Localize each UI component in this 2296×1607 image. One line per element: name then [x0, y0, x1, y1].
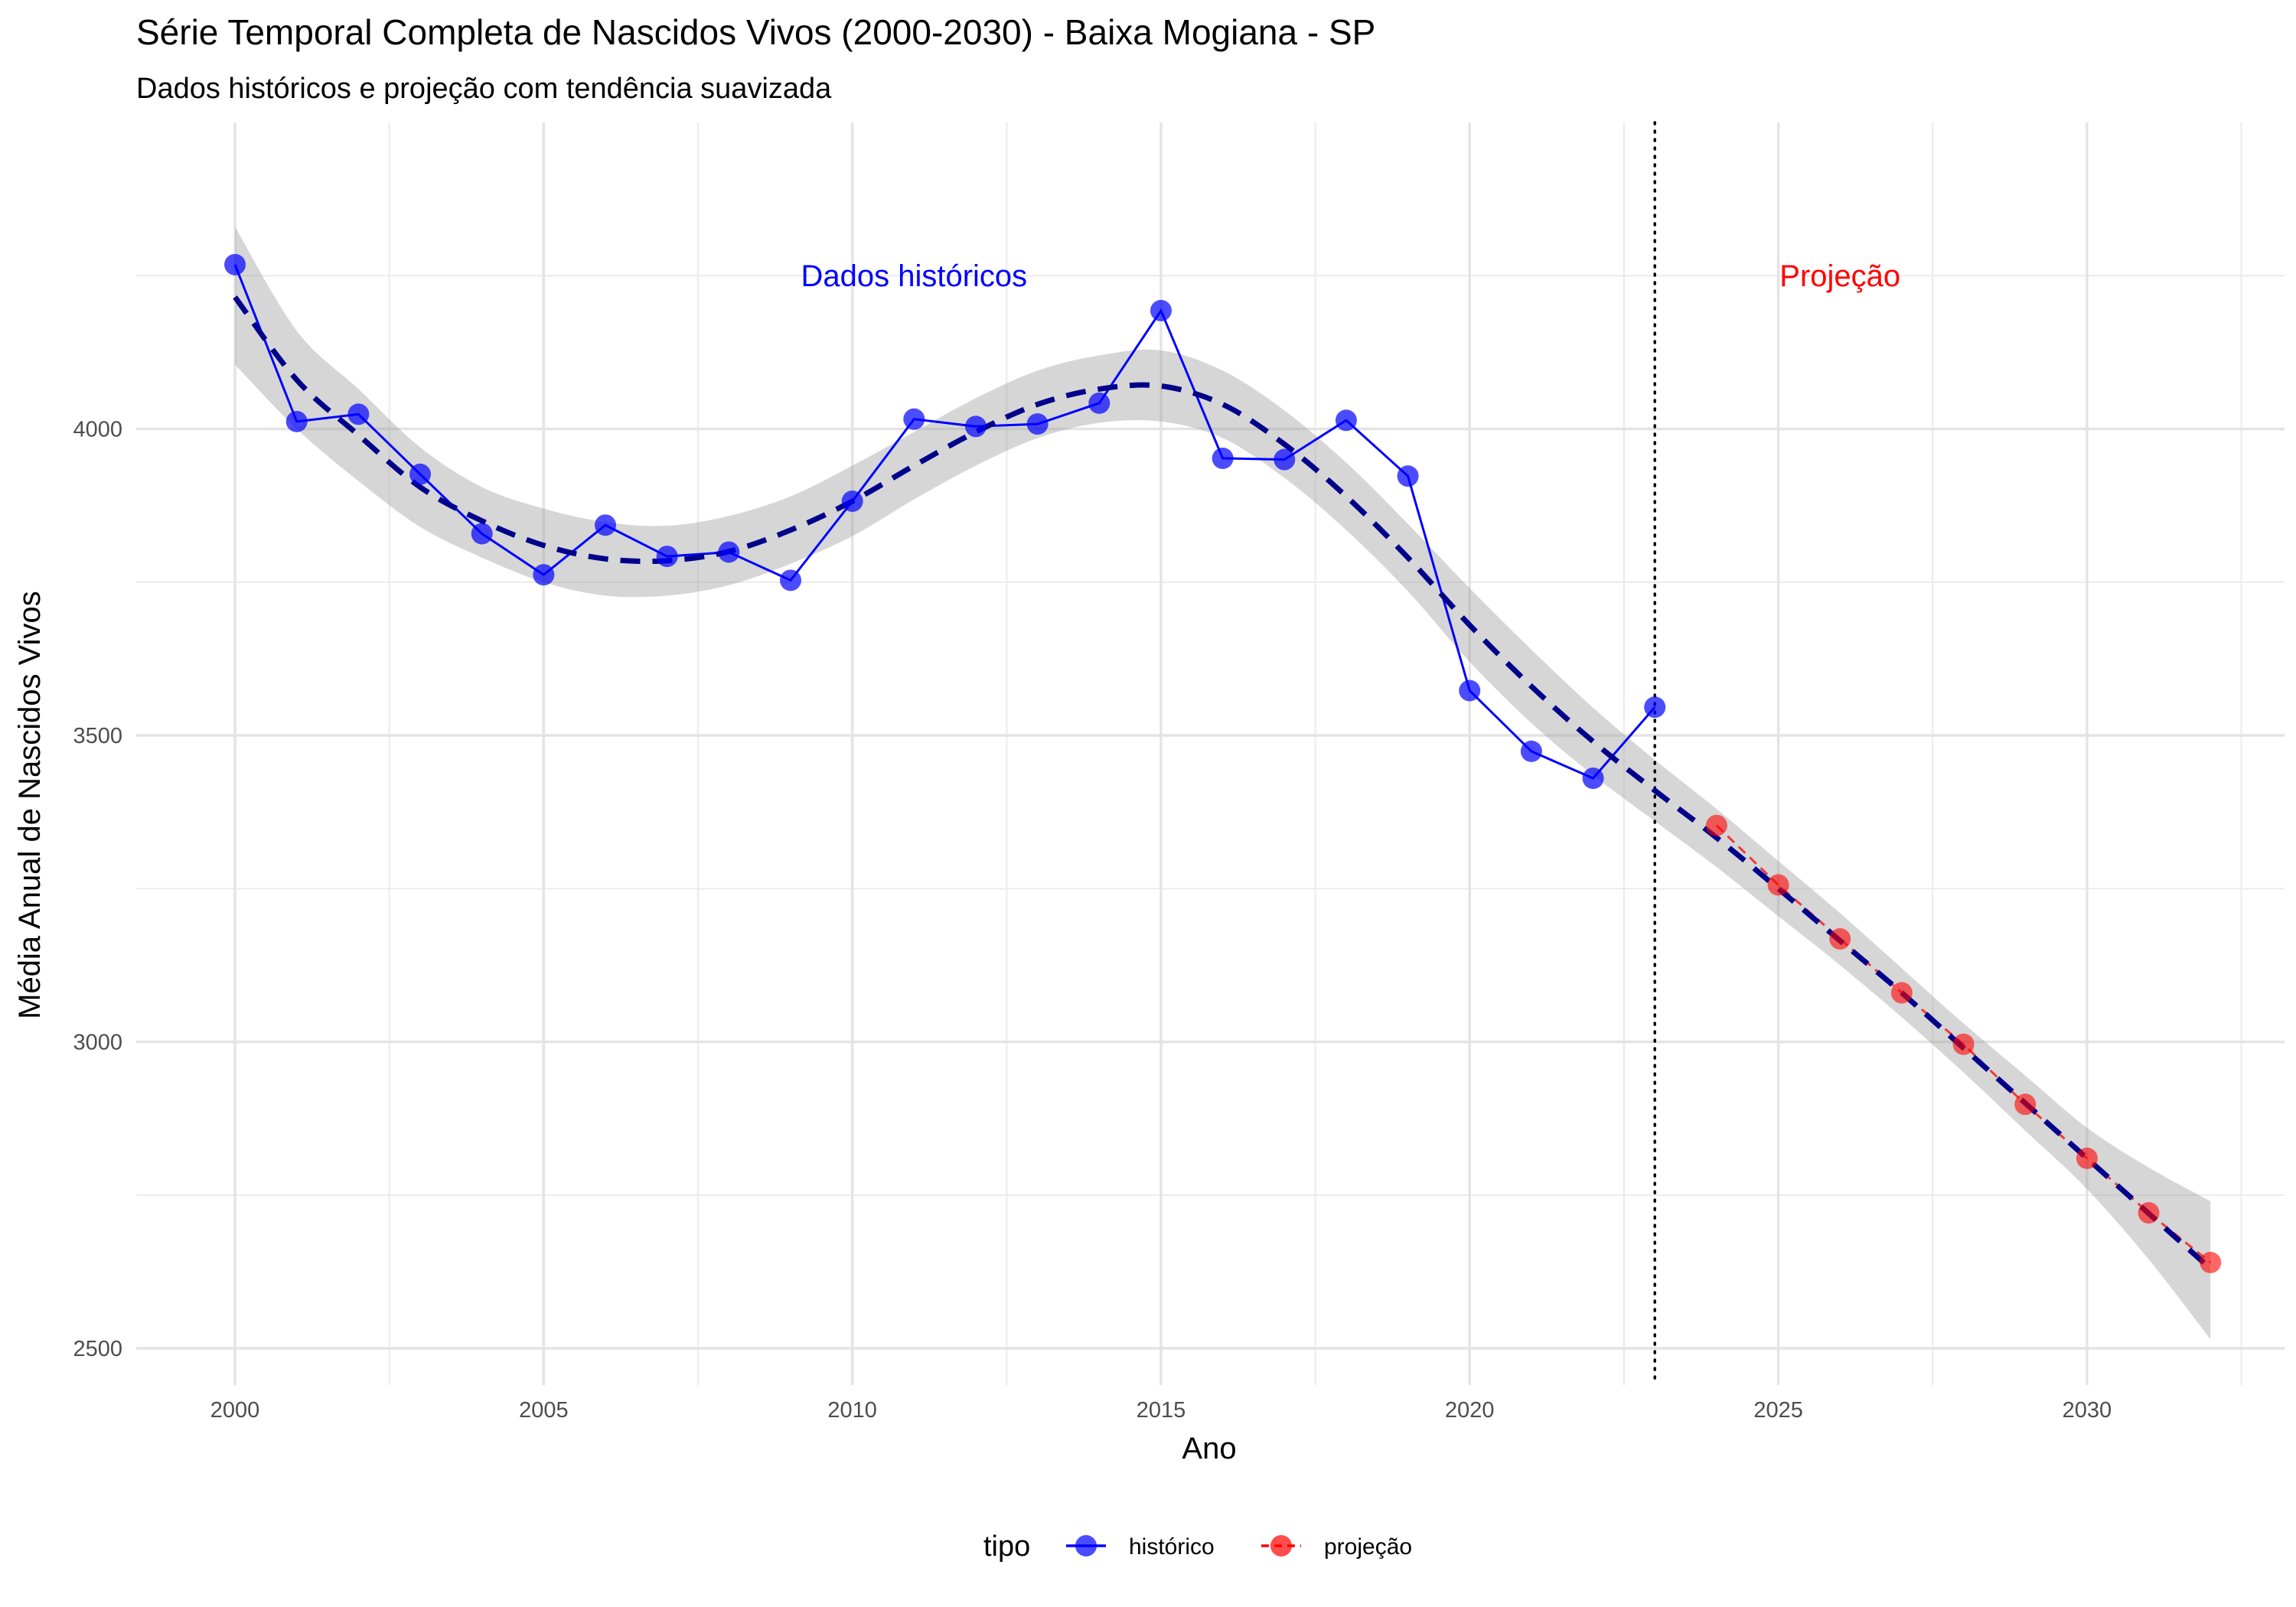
point-historico	[595, 514, 617, 536]
legend-item-projecao: projeção	[1261, 1534, 1412, 1560]
chart-title: Série Temporal Completa de Nascidos Vivo…	[136, 12, 1375, 52]
legend-label-projecao: projeção	[1324, 1534, 1412, 1560]
confidence-band	[235, 227, 2211, 1339]
y-tick-label: 3500	[73, 724, 122, 748]
point-historico	[1582, 768, 1604, 790]
point-historico	[656, 546, 678, 568]
point-projecao	[2076, 1147, 2098, 1169]
y-tick-label: 2500	[73, 1337, 122, 1361]
point-historico	[533, 564, 555, 586]
annotation-historico: Dados históricos	[801, 259, 1027, 293]
point-projecao	[1767, 874, 1789, 896]
legend-item-historico: histórico	[1066, 1534, 1215, 1560]
point-historico	[1026, 413, 1049, 435]
point-historico	[718, 541, 740, 563]
trend-line	[233, 295, 2213, 1271]
x-axis-title: Ano	[1182, 1432, 1236, 1465]
point-projecao	[2014, 1094, 2037, 1116]
grid-major	[136, 122, 2285, 1385]
y-axis-title: Média Anual de Nascidos Vivos	[13, 591, 47, 1019]
point-projecao	[1890, 982, 1913, 1004]
x-tick-label: 2020	[1445, 1398, 1495, 1423]
x-tick-label: 2025	[1753, 1398, 1803, 1423]
y-tick-label: 4000	[73, 417, 122, 442]
point-historico	[780, 569, 802, 592]
grid-minor	[136, 122, 2285, 1385]
y-axis-ticks: 2500 3000 3500 4000	[73, 417, 122, 1361]
point-historico	[347, 403, 370, 425]
confidence-band-area	[235, 227, 2211, 1339]
point-historico	[409, 463, 432, 485]
legend-point-historico	[1075, 1535, 1097, 1556]
y-tick-label: 3000	[73, 1030, 122, 1054]
chart-subtitle: Dados históricos e projeção com tendênci…	[136, 73, 832, 105]
trend-curve	[233, 295, 2213, 1271]
legend-title: tipo	[983, 1530, 1030, 1563]
point-projecao	[1705, 814, 1727, 836]
point-historico	[224, 253, 246, 275]
point-historico	[285, 410, 308, 432]
x-tick-label: 2010	[827, 1398, 877, 1423]
point-historico	[1335, 409, 1357, 432]
x-tick-label: 2030	[2063, 1398, 2112, 1423]
point-historico	[1397, 465, 1419, 487]
point-historico	[1150, 299, 1172, 321]
point-projecao	[1952, 1033, 1975, 1055]
point-projecao	[2138, 1201, 2160, 1224]
legend-point-projecao	[1270, 1535, 1292, 1556]
data-points	[224, 253, 2222, 1273]
point-historico	[1088, 392, 1110, 414]
x-tick-label: 2000	[210, 1398, 260, 1423]
legend-label-historico: histórico	[1129, 1534, 1215, 1560]
point-historico	[1520, 740, 1542, 762]
point-projecao	[1829, 927, 1851, 950]
point-historico	[1644, 696, 1666, 719]
point-historico	[841, 491, 863, 512]
annotation-projecao: Projeção	[1779, 259, 1900, 293]
x-axis-ticks: 2000 2005 2010 2015 2020 2025 2030	[210, 1398, 2112, 1423]
legend: tipo histórico projeção	[983, 1530, 1412, 1563]
point-historico	[471, 523, 493, 545]
point-historico	[1274, 448, 1296, 471]
point-historico	[1459, 680, 1481, 702]
x-tick-label: 2015	[1137, 1398, 1186, 1423]
point-historico	[903, 408, 925, 430]
point-historico	[964, 416, 987, 438]
series-line-historico	[233, 264, 1656, 780]
point-projecao	[2200, 1251, 2222, 1273]
annotations: Dados históricos Projeção	[801, 259, 1900, 293]
x-tick-label: 2005	[519, 1398, 569, 1423]
point-historico	[1212, 447, 1234, 469]
